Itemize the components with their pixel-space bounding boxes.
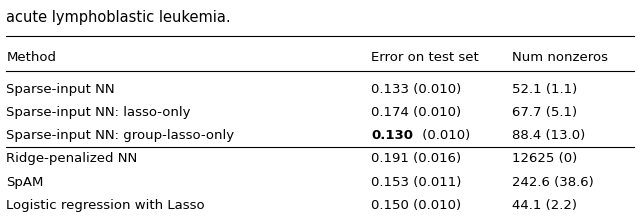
Text: 242.6 (38.6): 242.6 (38.6)	[512, 175, 594, 189]
Text: Num nonzeros: Num nonzeros	[512, 51, 608, 64]
Text: 0.191 (0.016): 0.191 (0.016)	[371, 152, 461, 165]
Text: Ridge-penalized NN: Ridge-penalized NN	[6, 152, 138, 165]
Text: Method: Method	[6, 51, 56, 64]
Text: 0.150 (0.010): 0.150 (0.010)	[371, 199, 461, 212]
Text: Sparse-input NN: lasso-only: Sparse-input NN: lasso-only	[6, 106, 191, 119]
Text: Logistic regression with Lasso: Logistic regression with Lasso	[6, 199, 205, 212]
Text: 12625 (0): 12625 (0)	[512, 152, 577, 165]
Text: 0.130: 0.130	[371, 129, 413, 142]
Text: 44.1 (2.2): 44.1 (2.2)	[512, 199, 577, 212]
Text: 52.1 (1.1): 52.1 (1.1)	[512, 83, 577, 96]
Text: Sparse-input NN: group-lasso-only: Sparse-input NN: group-lasso-only	[6, 129, 234, 142]
Text: (0.010): (0.010)	[418, 129, 470, 142]
Text: acute lymphoblastic leukemia.: acute lymphoblastic leukemia.	[6, 10, 231, 26]
Text: SpAM: SpAM	[6, 175, 44, 189]
Text: 0.174 (0.010): 0.174 (0.010)	[371, 106, 461, 119]
Text: 0.153 (0.011): 0.153 (0.011)	[371, 175, 461, 189]
Text: Error on test set: Error on test set	[371, 51, 479, 64]
Text: Sparse-input NN: Sparse-input NN	[6, 83, 115, 96]
Text: 88.4 (13.0): 88.4 (13.0)	[512, 129, 585, 142]
Text: 0.133 (0.010): 0.133 (0.010)	[371, 83, 461, 96]
Text: 67.7 (5.1): 67.7 (5.1)	[512, 106, 577, 119]
